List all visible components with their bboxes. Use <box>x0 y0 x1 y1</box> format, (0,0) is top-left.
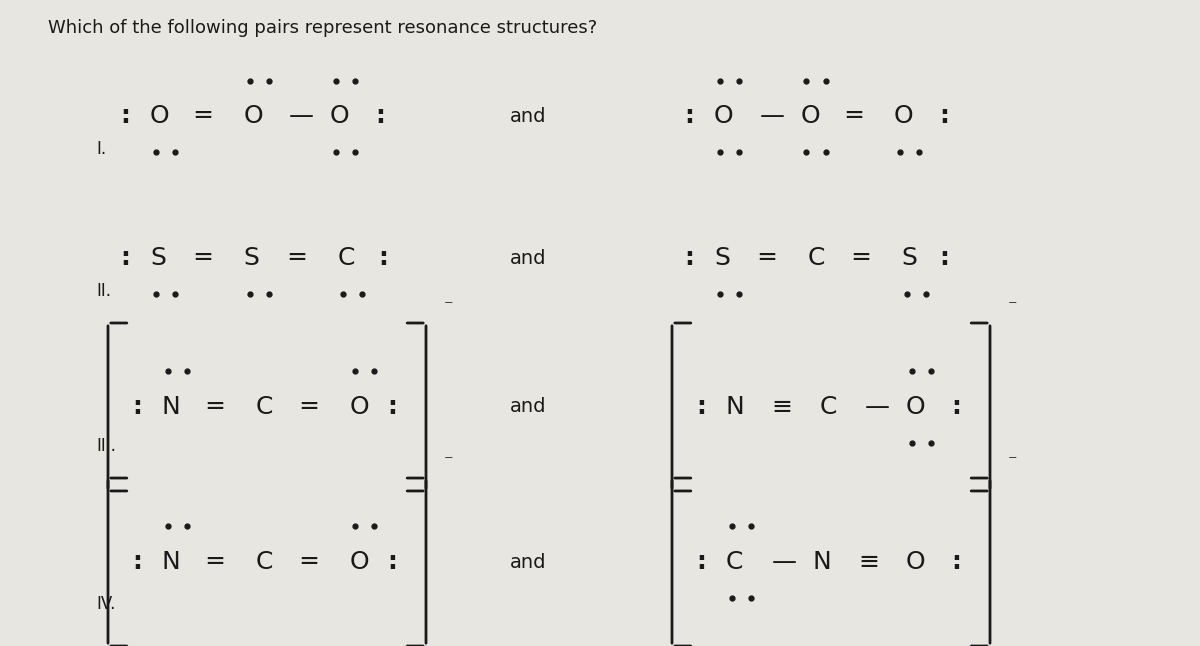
Text: :: : <box>132 550 142 574</box>
Text: :: : <box>684 104 694 129</box>
Text: S: S <box>901 246 917 271</box>
Text: :: : <box>376 104 385 129</box>
Text: ≡: ≡ <box>858 550 878 574</box>
Text: O: O <box>330 104 349 129</box>
Text: :: : <box>388 550 397 574</box>
Text: N: N <box>162 550 181 574</box>
Text: S: S <box>714 246 730 271</box>
Text: :: : <box>378 246 388 271</box>
Text: ═: ═ <box>301 395 317 419</box>
Text: and: and <box>510 107 546 126</box>
Text: N: N <box>726 395 745 419</box>
Text: C: C <box>820 395 836 419</box>
Text: ═: ═ <box>301 550 317 574</box>
Text: O: O <box>349 550 368 574</box>
Text: O: O <box>800 104 820 129</box>
Text: O: O <box>244 104 263 129</box>
Text: :: : <box>132 395 142 419</box>
Text: ⁻: ⁻ <box>444 298 454 317</box>
Text: C: C <box>808 246 824 271</box>
Text: :: : <box>120 246 130 271</box>
Text: ≡: ≡ <box>772 395 793 419</box>
Text: N: N <box>812 550 832 574</box>
Text: :: : <box>120 104 130 129</box>
Text: :: : <box>696 395 706 419</box>
Text: and: and <box>510 552 546 572</box>
Text: and: and <box>510 397 546 417</box>
Text: —: — <box>772 550 797 574</box>
Text: ⁻: ⁻ <box>444 453 454 472</box>
Text: ═: ═ <box>760 246 775 271</box>
Text: S: S <box>244 246 259 271</box>
Text: ═: ═ <box>208 395 223 419</box>
Text: ═: ═ <box>846 104 862 129</box>
Text: C: C <box>337 246 354 271</box>
Text: O: O <box>894 104 913 129</box>
Text: O: O <box>906 395 925 419</box>
Text: :: : <box>388 395 397 419</box>
Text: ═: ═ <box>196 104 211 129</box>
Text: ⁻: ⁻ <box>1008 298 1018 317</box>
Text: ═: ═ <box>196 246 211 271</box>
Text: :: : <box>940 104 949 129</box>
Text: :: : <box>696 550 706 574</box>
Text: ═: ═ <box>853 246 869 271</box>
Text: :: : <box>940 246 949 271</box>
Text: ⁻: ⁻ <box>1008 453 1018 472</box>
Text: I.: I. <box>96 140 106 158</box>
Text: ═: ═ <box>289 246 305 271</box>
Text: O: O <box>150 104 169 129</box>
Text: and: and <box>510 249 546 268</box>
Text: Which of the following pairs represent resonance structures?: Which of the following pairs represent r… <box>48 19 598 37</box>
Text: —: — <box>865 395 890 419</box>
Text: —: — <box>289 104 314 129</box>
Text: S: S <box>150 246 166 271</box>
Text: C: C <box>256 395 272 419</box>
Text: ═: ═ <box>208 550 223 574</box>
Text: IV.: IV. <box>96 595 115 613</box>
Text: O: O <box>349 395 368 419</box>
Text: O: O <box>714 104 733 129</box>
Text: O: O <box>906 550 925 574</box>
Text: :: : <box>684 246 694 271</box>
Text: III.: III. <box>96 437 116 455</box>
Text: II.: II. <box>96 282 112 300</box>
Text: C: C <box>726 550 743 574</box>
Text: C: C <box>256 550 272 574</box>
Text: N: N <box>162 395 181 419</box>
Text: :: : <box>952 550 961 574</box>
Text: —: — <box>760 104 785 129</box>
Text: :: : <box>952 395 961 419</box>
